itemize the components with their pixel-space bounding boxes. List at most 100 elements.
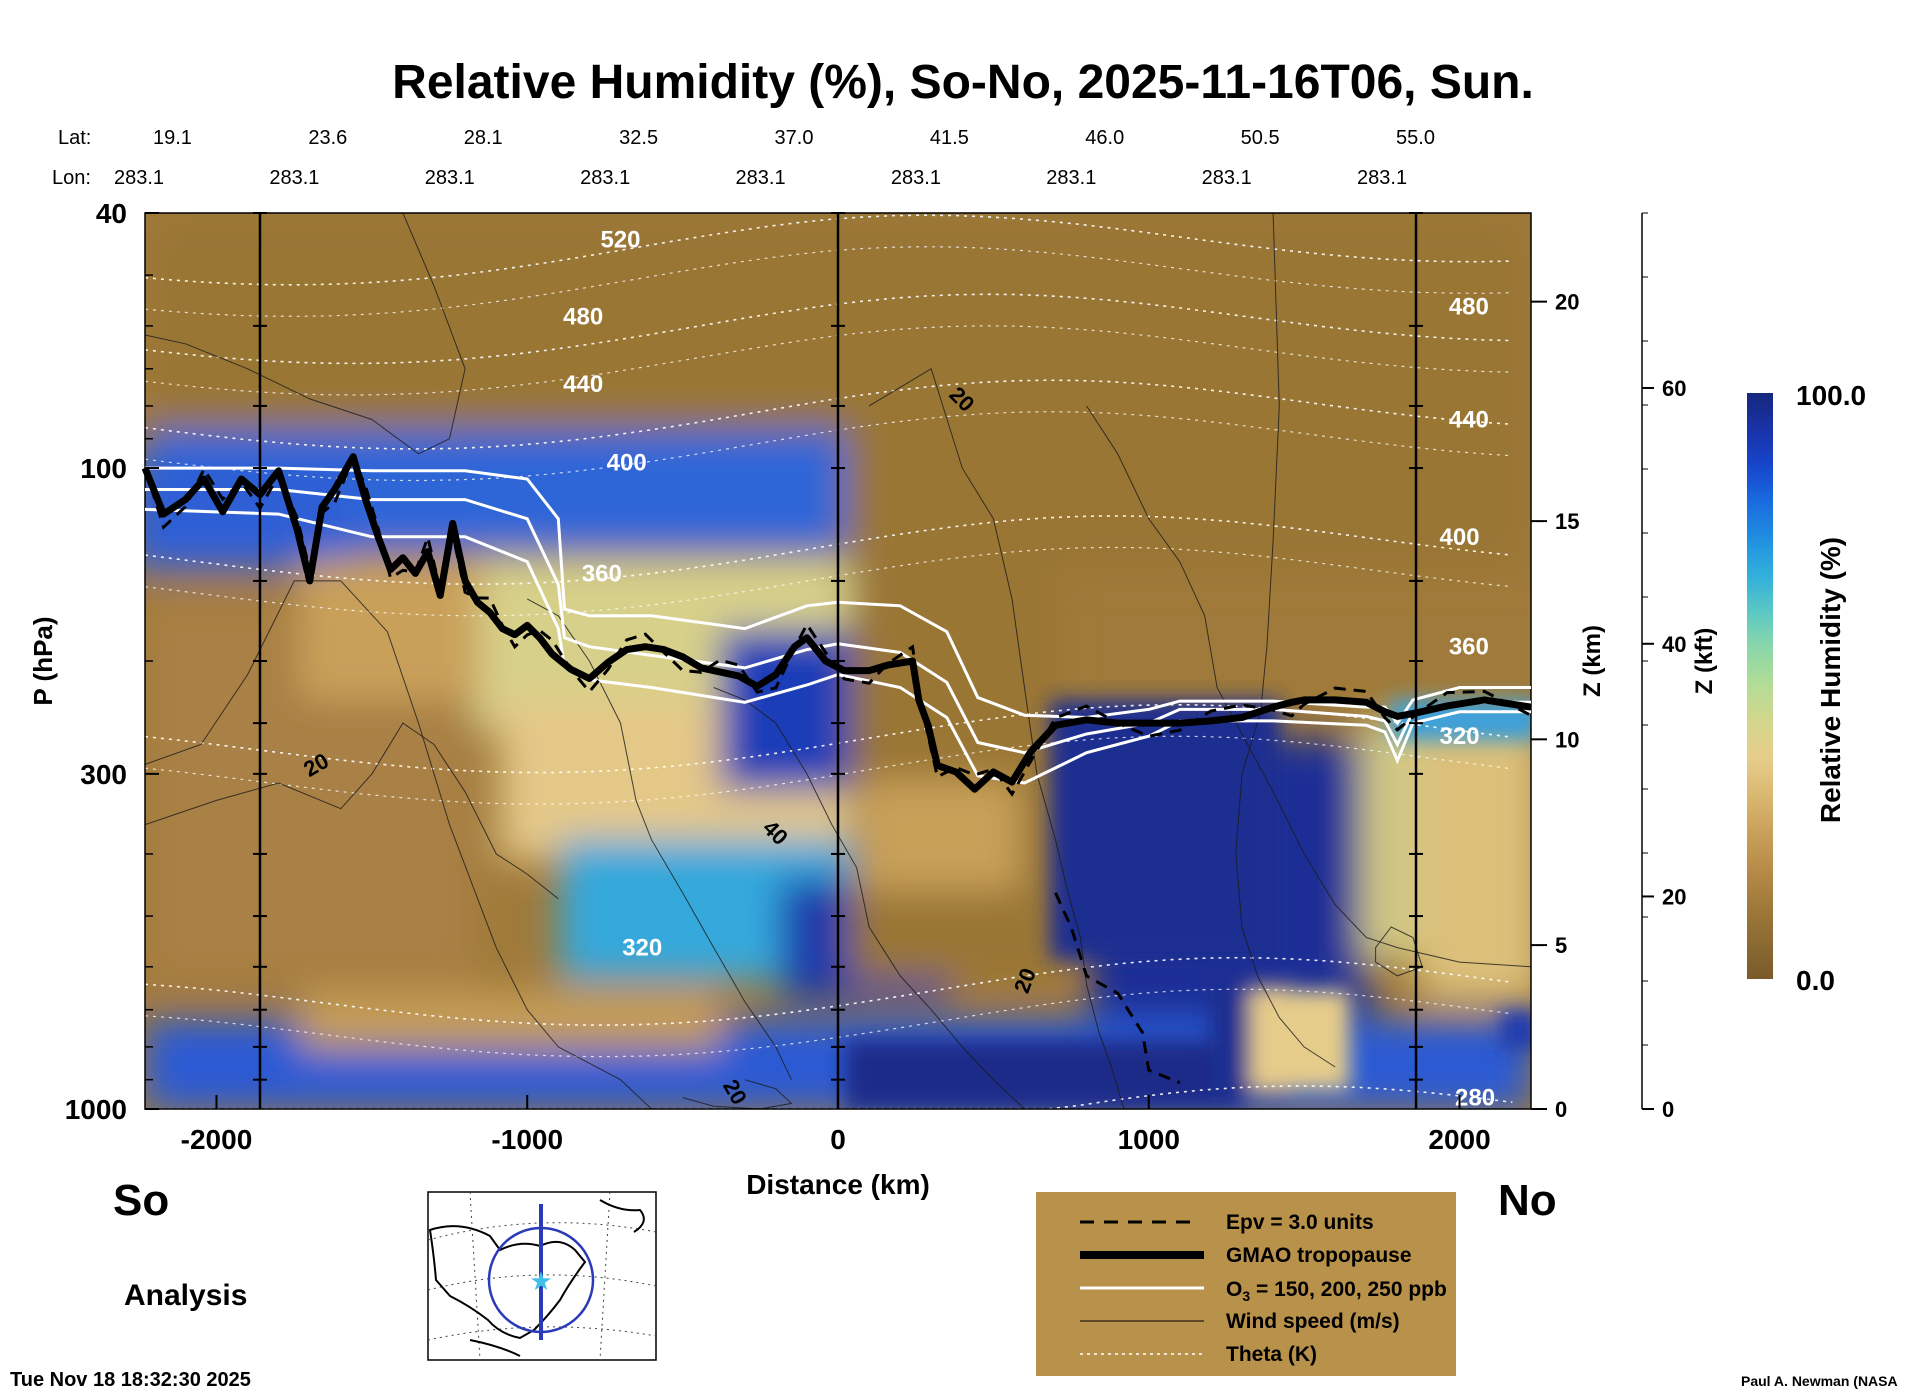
theta-contour-label: 480	[1449, 294, 1489, 321]
x-tick-label: -2000	[181, 1124, 253, 1155]
z-km-tick-label: 0	[1555, 1097, 1567, 1122]
z-km-tick-label: 10	[1555, 727, 1579, 752]
lat-value: 55.0	[1396, 127, 1435, 149]
z-km-tick-label: 15	[1555, 509, 1579, 534]
footer-credit: Paul A. Newman (NASA	[1741, 1373, 1898, 1389]
south-label: So	[113, 1176, 169, 1225]
theta-isentrope	[145, 411, 1513, 482]
theta-isentrope	[145, 214, 1513, 286]
rh-region	[860, 780, 1020, 890]
center-star-icon: ★	[529, 1267, 552, 1297]
lat-value: 28.1	[464, 127, 503, 149]
x-tick-label: 2000	[1428, 1124, 1490, 1155]
theta-isentrope	[145, 246, 1513, 317]
lon-value: 283.1	[1357, 167, 1407, 189]
ozone-contour-line	[144, 507, 1531, 785]
lon-row-label: Lon:	[52, 167, 91, 189]
wind-speed-contour	[145, 213, 466, 455]
theta-contour-label: 400	[1440, 524, 1480, 551]
theta-isentrope	[145, 293, 1513, 365]
y-tick-label: 40	[96, 198, 127, 229]
theta-contour-label: 480	[563, 303, 603, 330]
z-kft-tick-label: 40	[1662, 632, 1686, 657]
theta-contour-label: 400	[607, 449, 647, 476]
x-tick-label: 1000	[1118, 1124, 1180, 1155]
lon-value: 283.1	[425, 167, 475, 189]
theta-contour-label: 320	[1440, 723, 1480, 750]
wind-speed-contour	[145, 722, 559, 900]
theta-contour-label: 320	[622, 935, 662, 962]
wind-speed-contour	[1235, 213, 1336, 1068]
coastline	[469, 1339, 521, 1357]
legend-ozone-label: O3 = 150, 200, 250 ppb	[1226, 1278, 1447, 1304]
colorbar: 100.0 0.0 Relative Humidity (%)	[1747, 380, 1866, 996]
lat-value: 37.0	[775, 127, 814, 149]
lat-value: 19.1	[153, 127, 192, 149]
theta-contour-label: 440	[563, 371, 603, 398]
north-label: No	[1498, 1176, 1557, 1225]
x-axis-title: Distance (km)	[746, 1169, 930, 1200]
colorbar-max-label: 100.0	[1796, 380, 1866, 411]
z-km-tick-label: 5	[1555, 933, 1567, 958]
lon-value: 283.1	[269, 167, 319, 189]
analysis-label: Analysis	[124, 1279, 247, 1312]
theta-contour-label: 360	[1449, 634, 1489, 661]
z-kft-tick-label: 60	[1662, 376, 1686, 401]
z-kft-tick-label: 20	[1662, 884, 1686, 909]
x-tick-label: -1000	[491, 1124, 563, 1155]
theta-contour-label: 280	[1455, 1085, 1495, 1112]
lon-value: 283.1	[736, 167, 786, 189]
rh-region	[1420, 720, 1531, 1000]
footer-timestamp: Tue Nov 18 18:32:30 2025	[10, 1369, 251, 1391]
z-km-tick-label: 20	[1555, 290, 1579, 315]
chart-title: Relative Humidity (%), So-No, 2025-11-16…	[392, 56, 1534, 109]
rh-region	[1050, 700, 1280, 960]
lon-value: 283.1	[114, 167, 164, 189]
coastline	[428, 1225, 587, 1340]
legend-tropopause-label: GMAO tropopause	[1226, 1244, 1412, 1267]
epv-contour-line	[143, 454, 1532, 797]
y-tick-label: 1000	[65, 1094, 127, 1125]
tropopause-line	[141, 453, 1532, 793]
legend-epv-label: Epv = 3.0 units	[1226, 1211, 1374, 1234]
rh-region	[720, 630, 850, 790]
lon-value: 283.1	[1202, 167, 1252, 189]
rh-region	[300, 990, 720, 1050]
x-tick-label: 0	[830, 1124, 846, 1155]
wind-speed-contour	[713, 687, 1025, 1109]
theta-isentrope	[145, 515, 1513, 586]
lon-value: 283.1	[891, 167, 941, 189]
theta-isentrope	[145, 956, 1513, 1026]
ozone-contour-line	[145, 488, 1531, 755]
colorbar-title: Relative Humidity (%)	[1815, 537, 1846, 823]
y-tick-label: 300	[80, 759, 127, 790]
y-axis-title: P (hPa)	[28, 616, 58, 705]
inset-map: ★	[427, 1191, 657, 1361]
theta-isentrope	[145, 379, 1513, 450]
latlon-header: Lat: Lon: 19.1 283.1 23.6 283.1 28.1 283.1 32.…	[52, 127, 1435, 189]
lon-value: 283.1	[580, 167, 630, 189]
wind-speed-contour	[682, 1079, 793, 1109]
wind-speed-contour	[868, 368, 1125, 1109]
z-km-axis-title: Z (km)	[1579, 625, 1606, 697]
z-kft-tick-label: 0	[1662, 1097, 1674, 1122]
coastline	[599, 1199, 645, 1233]
lat-row-label: Lat:	[58, 127, 91, 149]
theta-contour-label: 440	[1449, 407, 1489, 434]
epv-contour-line	[1054, 892, 1181, 1085]
rh-region	[1250, 990, 1350, 1090]
lon-value: 283.1	[1046, 167, 1096, 189]
y-tick-label: 100	[80, 453, 127, 484]
theta-contour-label: 520	[600, 227, 640, 254]
legend: Epv = 3.0 units GMAO tropopause O3 = 150…	[1036, 1192, 1456, 1376]
theta-isentrope	[145, 988, 1513, 1058]
colorbar-scale	[1747, 393, 1773, 979]
theta-contour-label: 360	[582, 560, 622, 587]
lat-value: 32.5	[619, 127, 658, 149]
theta-isentrope	[145, 546, 1513, 617]
rh-region	[845, 1040, 1245, 1109]
lat-value: 41.5	[930, 127, 969, 149]
legend-wind-label: Wind speed (m/s)	[1226, 1310, 1400, 1333]
theta-isentrope	[145, 735, 1513, 805]
